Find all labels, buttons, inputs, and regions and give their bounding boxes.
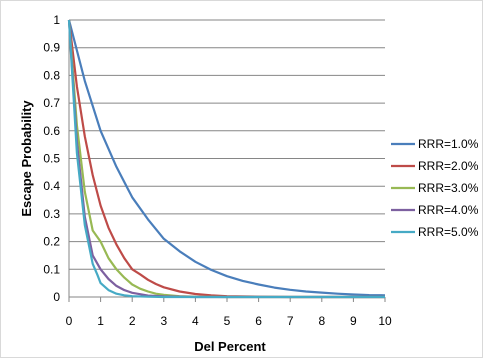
x-tick-label-7: 7	[287, 314, 294, 328]
x-tick-label-2: 2	[129, 314, 136, 328]
y-tick-label-0.4: 0.4	[43, 179, 60, 193]
y-tick-label-0.8: 0.8	[43, 68, 60, 82]
y-tick-label-0: 0	[53, 290, 60, 304]
y-axis-title: Escape Probability	[19, 100, 34, 217]
y-tick-label-1: 1	[53, 13, 60, 27]
x-tick-label-4: 4	[192, 314, 199, 328]
series-line-1	[67, 19, 386, 297]
legend: RRR=1.0% RRR=2.0% RRR=3.0% RRR=4.0% RRR=5.0%	[391, 137, 479, 239]
legend-label-3: RRR=3.0%	[418, 181, 479, 195]
x-tick-label-9: 9	[350, 314, 357, 328]
legend-label-5: RRR=5.0%	[418, 225, 479, 239]
y-tick-label-0.3: 0.3	[43, 207, 60, 221]
y-tick-label-0.2: 0.2	[43, 235, 60, 249]
x-tick-label-0: 0	[66, 314, 73, 328]
x-axis-title: Del Percent	[194, 339, 266, 354]
x-tick-label-3: 3	[160, 314, 167, 328]
legend-label-4: RRR=4.0%	[418, 203, 479, 217]
legend-label-2: RRR=2.0%	[418, 159, 479, 173]
series-line-5	[67, 19, 385, 299]
y-tick-label-0.1: 0.1	[43, 262, 60, 276]
y-tick-label-0.5: 0.5	[43, 152, 60, 166]
x-tick-label-8: 8	[318, 314, 325, 328]
x-tick-label-10: 10	[378, 314, 392, 328]
x-tick-label-5: 5	[224, 314, 231, 328]
y-tick-label-0.9: 0.9	[43, 41, 60, 55]
x-tick-label-6: 6	[255, 314, 262, 328]
y-tick-label-0.6: 0.6	[43, 124, 60, 138]
x-tick-label-1: 1	[97, 314, 104, 328]
y-tick-label-0.7: 0.7	[43, 96, 60, 110]
legend-label-1: RRR=1.0%	[418, 137, 479, 151]
